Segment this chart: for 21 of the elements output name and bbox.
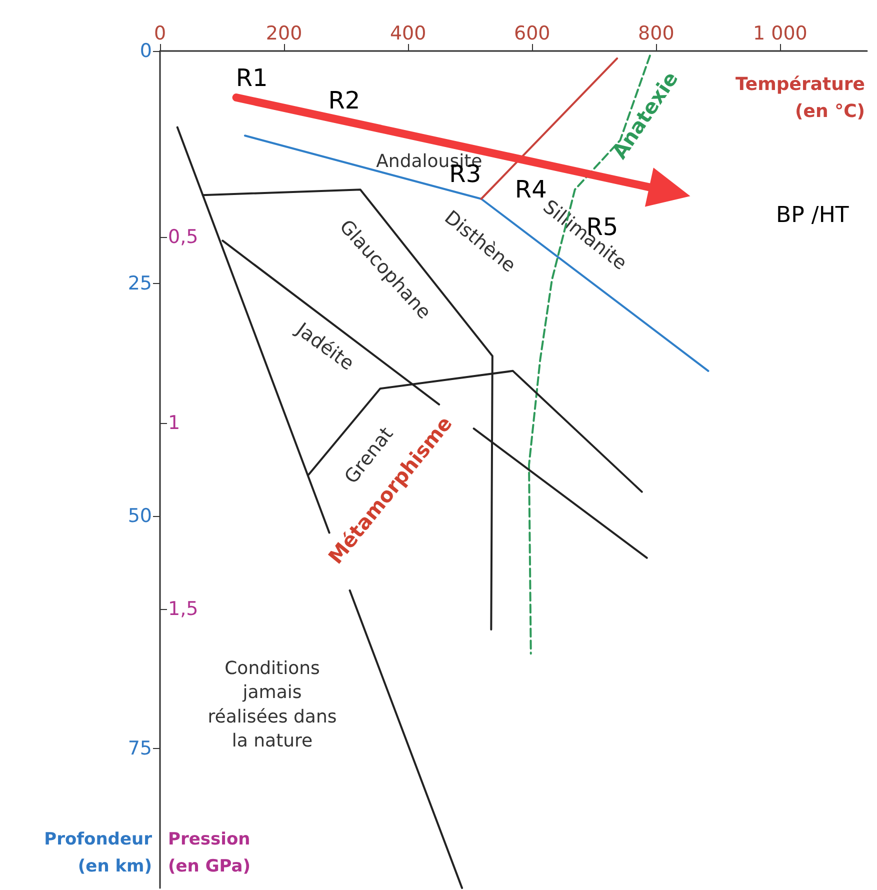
y-tick-label: 25 (128, 272, 152, 294)
annotation: BP /HT (776, 203, 850, 228)
annotation: Conditions jamais réalisées dans la nature (208, 658, 337, 752)
y-tick-label: 50 (128, 505, 152, 527)
y2-tick-label: 0,5 (168, 226, 198, 248)
x-axis-title: Température (en °C) (736, 74, 865, 122)
y2-axis-title: Pression (en GPa) (168, 830, 251, 876)
annotation: R4 (514, 176, 547, 204)
annotation: R1 (236, 64, 268, 92)
x-tick-label: 600 (514, 22, 550, 44)
y-axis-title: Profondeur (en km) (44, 830, 153, 876)
x-tick-label: 800 (638, 22, 674, 44)
annotation: R2 (328, 86, 360, 114)
y2-tick-label: 1,5 (168, 598, 198, 620)
x-tick-label: 0 (154, 22, 166, 44)
y2-tick-label: 1 (168, 412, 180, 434)
x-tick-label: 200 (266, 22, 302, 44)
x-tick-label: 1 000 (752, 22, 808, 44)
y-tick-label: 0 (140, 40, 152, 62)
y-tick-label: 75 (128, 738, 152, 760)
x-tick-label: 400 (390, 22, 426, 44)
